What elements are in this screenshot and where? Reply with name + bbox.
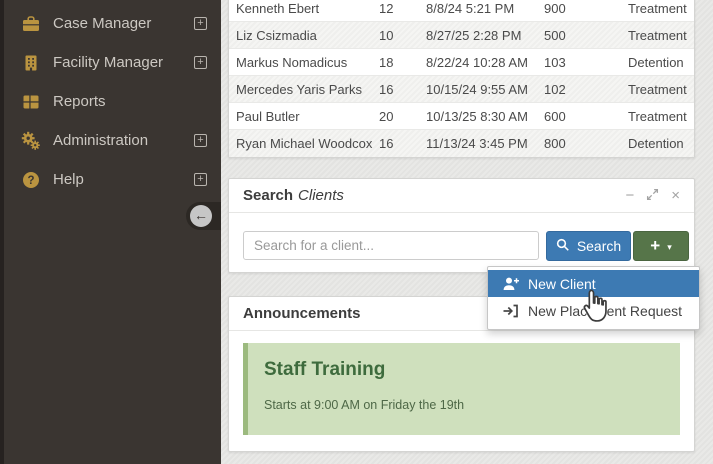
search-panel-header: Search Clients − × [229, 179, 694, 213]
client-type: Treatment [628, 0, 687, 16]
gears-icon [21, 131, 41, 151]
caret-down-icon: ▾ [667, 241, 672, 252]
client-id: 800 [544, 136, 566, 151]
client-datetime: 8/8/24 5:21 PM [426, 0, 515, 16]
announcement-alert: Staff Training Starts at 9:00 AM on Frid… [243, 343, 680, 435]
client-datetime: 10/13/25 8:30 AM [426, 108, 528, 124]
magnifier-icon [556, 238, 570, 255]
sidebar-item-case-manager[interactable]: Case Manager + [0, 4, 221, 43]
panel-title-sub: Clients [298, 187, 344, 204]
sidebar: Case Manager + Facility Manager + Report… [0, 0, 221, 464]
menu-item-new-client[interactable]: New Client [488, 270, 699, 297]
announcements-title: Announcements [243, 305, 361, 322]
client-name: Paul Butler [236, 108, 300, 124]
client-type: Treatment [628, 108, 687, 124]
table-row[interactable]: Markus Nomadicus 18 8/22/24 10:28 AM 103… [229, 49, 694, 76]
add-dropdown-menu: New Client New Placement Request [487, 266, 700, 330]
client-name: Markus Nomadicus [236, 54, 348, 70]
sidebar-item-reports[interactable]: Reports [0, 82, 221, 121]
expand-plus-icon[interactable]: + [194, 56, 207, 69]
menu-item-label: New Client [528, 275, 596, 292]
collapse-arrow-icon[interactable]: ← [190, 205, 212, 227]
table-icon [21, 92, 41, 112]
sidebar-item-label: Facility Manager [53, 54, 164, 71]
client-id: 500 [544, 27, 566, 43]
panel-title-main: Search [243, 187, 294, 204]
client-name: Ryan Michael Woodcox [236, 136, 373, 151]
table-row[interactable]: Kenneth Ebert 12 8/8/24 5:21 PM 900 Trea… [229, 0, 694, 22]
client-count: 18 [379, 54, 394, 70]
sidebar-item-help[interactable]: ? Help + [0, 160, 221, 199]
menu-item-new-placement-request[interactable]: New Placement Request [488, 297, 699, 324]
announcement-body: Starts at 9:00 AM on Friday the 19th [264, 398, 465, 412]
client-datetime: 10/15/24 9:55 AM [426, 81, 528, 97]
sidebar-edge [0, 0, 4, 464]
sidebar-item-label: Administration [53, 132, 149, 149]
search-button[interactable]: Search [546, 231, 631, 261]
client-count: 12 [379, 0, 394, 16]
sidebar-item-label: Reports [53, 93, 106, 110]
svg-text:?: ? [27, 175, 34, 187]
table-row[interactable]: Liz Csizmadia 10 8/27/25 2:28 PM 500 Tre… [229, 22, 694, 49]
add-dropdown-button[interactable]: + ▾ [633, 231, 689, 261]
sidebar-item-label: Help [53, 171, 84, 188]
announcement-heading: Staff Training [264, 359, 386, 380]
client-count: 20 [379, 108, 394, 124]
expand-plus-icon[interactable]: + [194, 134, 207, 147]
sidebar-nav: Case Manager + Facility Manager + Report… [0, 4, 221, 199]
sign-in-icon [502, 303, 520, 319]
client-count: 10 [379, 27, 394, 43]
client-name: Liz Csizmadia [236, 27, 317, 43]
close-icon[interactable]: × [671, 187, 680, 204]
client-datetime: 11/13/24 3:45 PM [426, 136, 528, 151]
expand-plus-icon[interactable]: + [194, 173, 207, 186]
search-button-label: Search [576, 238, 622, 254]
clients-table-panel: Kenneth Ebert 12 8/8/24 5:21 PM 900 Trea… [228, 0, 695, 158]
expand-icon[interactable] [646, 188, 659, 204]
client-name: Kenneth Ebert [236, 0, 320, 16]
client-type: Detention [628, 136, 684, 151]
briefcase-icon [21, 14, 41, 34]
client-type: Detention [628, 54, 684, 70]
table-row[interactable]: Mercedes Yaris Parks 16 10/15/24 9:55 AM… [229, 76, 694, 103]
sidebar-item-label: Case Manager [53, 15, 152, 32]
minimize-icon[interactable]: − [625, 187, 635, 204]
client-type: Treatment [628, 27, 687, 43]
client-id: 600 [544, 108, 566, 124]
client-count: 16 [379, 81, 394, 97]
table-row[interactable]: Paul Butler 20 10/13/25 8:30 AM 600 Trea… [229, 103, 694, 130]
sidebar-item-administration[interactable]: Administration + [0, 121, 221, 160]
client-datetime: 8/27/25 2:28 PM [426, 27, 522, 43]
menu-item-label: New Placement Request [528, 302, 683, 319]
panel-title: Search Clients [243, 187, 344, 204]
client-count: 16 [379, 136, 394, 151]
search-input[interactable] [243, 231, 539, 260]
client-datetime: 8/22/24 10:28 AM [426, 54, 528, 70]
client-type: Treatment [628, 81, 687, 97]
user-plus-icon [502, 276, 520, 292]
sidebar-collapse-tab: ← [186, 202, 221, 230]
client-id: 103 [544, 54, 566, 70]
client-id: 900 [544, 0, 566, 16]
plus-icon: + [650, 236, 661, 255]
panel-title: Announcements [243, 305, 361, 322]
building-icon [21, 53, 41, 73]
table-row[interactable]: Ryan Michael Woodcox 16 11/13/24 3:45 PM… [229, 130, 694, 157]
announcements-panel-header: Announcements [229, 297, 694, 331]
sidebar-item-facility-manager[interactable]: Facility Manager + [0, 43, 221, 82]
question-icon: ? [21, 170, 41, 190]
client-id: 102 [544, 81, 566, 97]
expand-plus-icon[interactable]: + [194, 17, 207, 30]
client-name: Mercedes Yaris Parks [236, 81, 362, 97]
panel-controls: − × [625, 188, 680, 204]
